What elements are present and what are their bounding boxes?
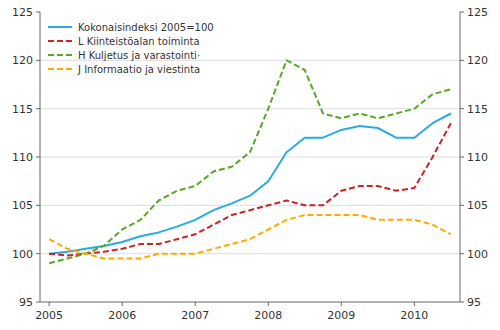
y-tick	[36, 157, 40, 158]
x-tick	[49, 302, 50, 306]
legend-label: L Kiinteistöalan toiminta	[78, 36, 200, 47]
y2-tick-label: 105	[467, 199, 488, 212]
grid-line	[40, 157, 460, 158]
y-tick-label: 110	[12, 151, 33, 164]
legend-swatch	[48, 26, 72, 28]
y-tick	[36, 108, 40, 109]
y-tick-label: 100	[12, 248, 33, 261]
lines	[49, 60, 451, 263]
y2-tick	[460, 12, 464, 13]
y-tick-label: 105	[12, 199, 33, 212]
grid-line	[40, 108, 460, 109]
x-tick-label: 2009	[327, 309, 355, 322]
x-tick-label: 2007	[181, 309, 209, 322]
legend-swatch	[48, 40, 72, 42]
y-tick-label: 95	[19, 296, 33, 309]
x-tick	[195, 302, 196, 306]
x-tick-label: 2005	[35, 309, 63, 322]
x-tick	[341, 302, 342, 306]
chart: 2005 2006 2007 2008 2009 2010 95 100 105 110 115 12…	[0, 0, 500, 330]
y-tick	[36, 60, 40, 61]
grid	[40, 60, 460, 253]
legend-label: H Kuljetus ja varastointi·	[78, 50, 200, 61]
y2-tick	[460, 157, 464, 158]
x-tick	[414, 302, 415, 306]
series-line	[49, 60, 451, 263]
y2-tick	[460, 302, 464, 303]
series-line	[49, 123, 451, 255]
x-tick	[122, 302, 123, 306]
y2-tick	[460, 253, 464, 254]
legend-label: Kokonaisindeksi 2005=100	[78, 22, 214, 33]
y-tick-label: 115	[12, 103, 33, 116]
y2-tick-label: 110	[467, 151, 488, 164]
x-tick	[268, 302, 269, 306]
x-tick-label: 2006	[108, 309, 136, 322]
legend-swatch	[48, 54, 72, 56]
y2-tick-label: 125	[467, 6, 488, 19]
y2-tick-label: 95	[467, 296, 481, 309]
y2-tick	[460, 108, 464, 109]
y2-tick-label: 100	[467, 248, 488, 261]
x-tick-label: 2008	[254, 309, 282, 322]
y-tick-label: 120	[12, 54, 33, 67]
legend-swatch	[48, 68, 72, 70]
legend: Kokonaisindeksi 2005=100 L Kiinteistöalan…	[48, 22, 214, 75]
y2-tick	[460, 60, 464, 61]
series-line	[49, 114, 451, 254]
x-axis-line	[40, 302, 460, 303]
series-line	[49, 215, 451, 259]
x-tick-label: 2010	[400, 309, 428, 322]
legend-label: J Informaatio ja viestinta	[77, 64, 200, 75]
y2-tick-label: 120	[467, 54, 488, 67]
y-tick	[36, 302, 40, 303]
axes: 2005 2006 2007 2008 2009 2010 95 100 105 110 115 12…	[12, 6, 488, 322]
y-tick	[36, 253, 40, 254]
y2-tick-label: 115	[467, 103, 488, 116]
y-tick	[36, 205, 40, 206]
grid-line	[40, 205, 460, 206]
grid-line	[40, 253, 460, 254]
y2-tick	[460, 205, 464, 206]
y-tick	[36, 12, 40, 13]
y-tick-label: 125	[12, 6, 33, 19]
